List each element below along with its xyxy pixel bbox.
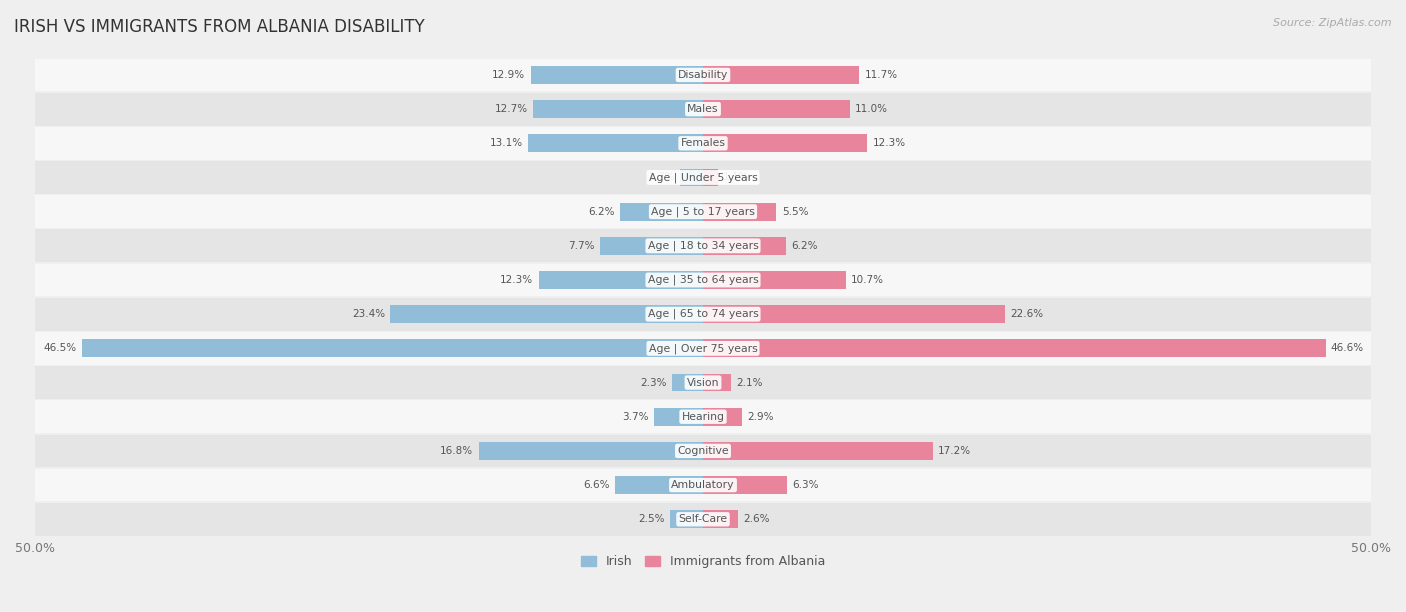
Bar xyxy=(391,305,703,323)
Text: 16.8%: 16.8% xyxy=(440,446,474,456)
Bar xyxy=(703,442,932,460)
Bar xyxy=(703,168,717,187)
Text: Age | Over 75 years: Age | Over 75 years xyxy=(648,343,758,354)
Bar xyxy=(703,237,786,255)
Text: 2.3%: 2.3% xyxy=(640,378,666,387)
Bar xyxy=(530,66,703,84)
Text: 22.6%: 22.6% xyxy=(1011,309,1043,319)
Text: 12.9%: 12.9% xyxy=(492,70,526,80)
Text: Females: Females xyxy=(681,138,725,148)
Text: Age | Under 5 years: Age | Under 5 years xyxy=(648,172,758,183)
Bar xyxy=(703,271,846,289)
Bar xyxy=(533,100,703,118)
Bar xyxy=(35,366,1371,399)
Legend: Irish, Immigrants from Albania: Irish, Immigrants from Albania xyxy=(575,550,831,573)
Text: Hearing: Hearing xyxy=(682,412,724,422)
Bar xyxy=(529,135,703,152)
Bar xyxy=(538,271,703,289)
Text: 12.3%: 12.3% xyxy=(501,275,533,285)
Text: 10.7%: 10.7% xyxy=(851,275,884,285)
Text: Males: Males xyxy=(688,104,718,114)
Text: 1.7%: 1.7% xyxy=(648,173,675,182)
Text: 3.7%: 3.7% xyxy=(621,412,648,422)
Text: 1.1%: 1.1% xyxy=(723,173,749,182)
Bar xyxy=(35,59,1371,91)
Bar xyxy=(35,400,1371,433)
Bar xyxy=(620,203,703,220)
Bar xyxy=(35,503,1371,536)
Bar xyxy=(703,305,1005,323)
Text: 11.7%: 11.7% xyxy=(865,70,898,80)
Bar xyxy=(35,469,1371,501)
Text: 7.7%: 7.7% xyxy=(568,241,595,251)
Bar xyxy=(703,408,742,425)
Text: Vision: Vision xyxy=(686,378,720,387)
Bar xyxy=(35,230,1371,262)
Bar xyxy=(35,435,1371,468)
Bar xyxy=(600,237,703,255)
Bar xyxy=(681,168,703,187)
Text: 6.2%: 6.2% xyxy=(792,241,818,251)
Bar xyxy=(703,203,776,220)
Bar xyxy=(703,66,859,84)
Text: 6.6%: 6.6% xyxy=(583,480,609,490)
Text: Age | 35 to 64 years: Age | 35 to 64 years xyxy=(648,275,758,285)
Bar xyxy=(703,374,731,392)
Text: 6.3%: 6.3% xyxy=(793,480,820,490)
Text: 12.3%: 12.3% xyxy=(873,138,905,148)
Text: Age | 65 to 74 years: Age | 65 to 74 years xyxy=(648,309,758,319)
Bar xyxy=(82,340,703,357)
Bar xyxy=(703,510,738,528)
Text: Age | 5 to 17 years: Age | 5 to 17 years xyxy=(651,206,755,217)
Text: Cognitive: Cognitive xyxy=(678,446,728,456)
Bar xyxy=(35,161,1371,194)
Bar xyxy=(35,127,1371,160)
Text: 12.7%: 12.7% xyxy=(495,104,529,114)
Text: Source: ZipAtlas.com: Source: ZipAtlas.com xyxy=(1274,18,1392,28)
Bar xyxy=(478,442,703,460)
Bar xyxy=(35,92,1371,125)
Text: 5.5%: 5.5% xyxy=(782,207,808,217)
Text: 2.1%: 2.1% xyxy=(737,378,763,387)
Bar xyxy=(654,408,703,425)
Text: Ambulatory: Ambulatory xyxy=(671,480,735,490)
Text: 46.5%: 46.5% xyxy=(44,343,76,353)
Bar xyxy=(703,100,851,118)
Bar xyxy=(35,264,1371,296)
Bar xyxy=(35,332,1371,365)
Text: 11.0%: 11.0% xyxy=(855,104,889,114)
Bar xyxy=(703,476,787,494)
Text: 17.2%: 17.2% xyxy=(938,446,972,456)
Text: Disability: Disability xyxy=(678,70,728,80)
Text: 6.2%: 6.2% xyxy=(588,207,614,217)
Bar xyxy=(703,135,868,152)
Text: IRISH VS IMMIGRANTS FROM ALBANIA DISABILITY: IRISH VS IMMIGRANTS FROM ALBANIA DISABIL… xyxy=(14,18,425,36)
Text: 2.9%: 2.9% xyxy=(747,412,773,422)
Text: 23.4%: 23.4% xyxy=(352,309,385,319)
Text: 2.5%: 2.5% xyxy=(638,514,664,524)
Bar xyxy=(35,298,1371,330)
Text: 13.1%: 13.1% xyxy=(489,138,523,148)
Bar xyxy=(669,510,703,528)
Text: Self-Care: Self-Care xyxy=(679,514,727,524)
Text: 46.6%: 46.6% xyxy=(1331,343,1364,353)
Bar xyxy=(703,340,1326,357)
Text: 2.6%: 2.6% xyxy=(744,514,769,524)
Bar xyxy=(35,195,1371,228)
Text: Age | 18 to 34 years: Age | 18 to 34 years xyxy=(648,241,758,251)
Bar xyxy=(672,374,703,392)
Bar xyxy=(614,476,703,494)
